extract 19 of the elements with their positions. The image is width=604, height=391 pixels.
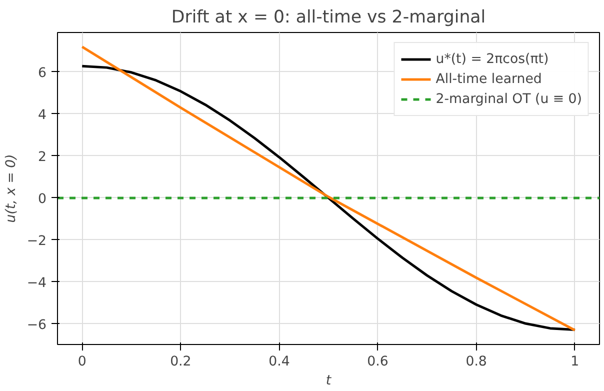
x-tick-label: 0 — [78, 354, 86, 370]
y-tick-label: −2 — [26, 234, 47, 249]
y-tick-label: 2 — [38, 150, 47, 165]
y-tick-label: 0 — [38, 192, 47, 207]
chart-title: Drift at x = 0: all-time vs 2-marginal — [171, 8, 486, 28]
x-axis-title: t — [326, 374, 332, 388]
legend-label: All-time learned — [436, 72, 542, 86]
x-tick-label: 0.4 — [268, 354, 290, 370]
x-tick-label: 0.2 — [170, 354, 192, 370]
legend-label: u*(t) = 2πcos(πt) — [436, 52, 549, 66]
legend-label: 2-marginal OT (u ≡ 0) — [436, 92, 582, 106]
y-tick-label: −4 — [26, 276, 47, 291]
y-tick-label: 6 — [38, 66, 47, 81]
y-tick-label: 4 — [38, 108, 47, 123]
x-tick-label: 0.8 — [466, 354, 487, 370]
x-tick-label: 1 — [570, 354, 580, 370]
y-axis-title: u(t, x = 0) — [4, 154, 19, 223]
y-tick-label: −6 — [26, 318, 47, 333]
x-tick-label: 0.6 — [367, 354, 388, 370]
